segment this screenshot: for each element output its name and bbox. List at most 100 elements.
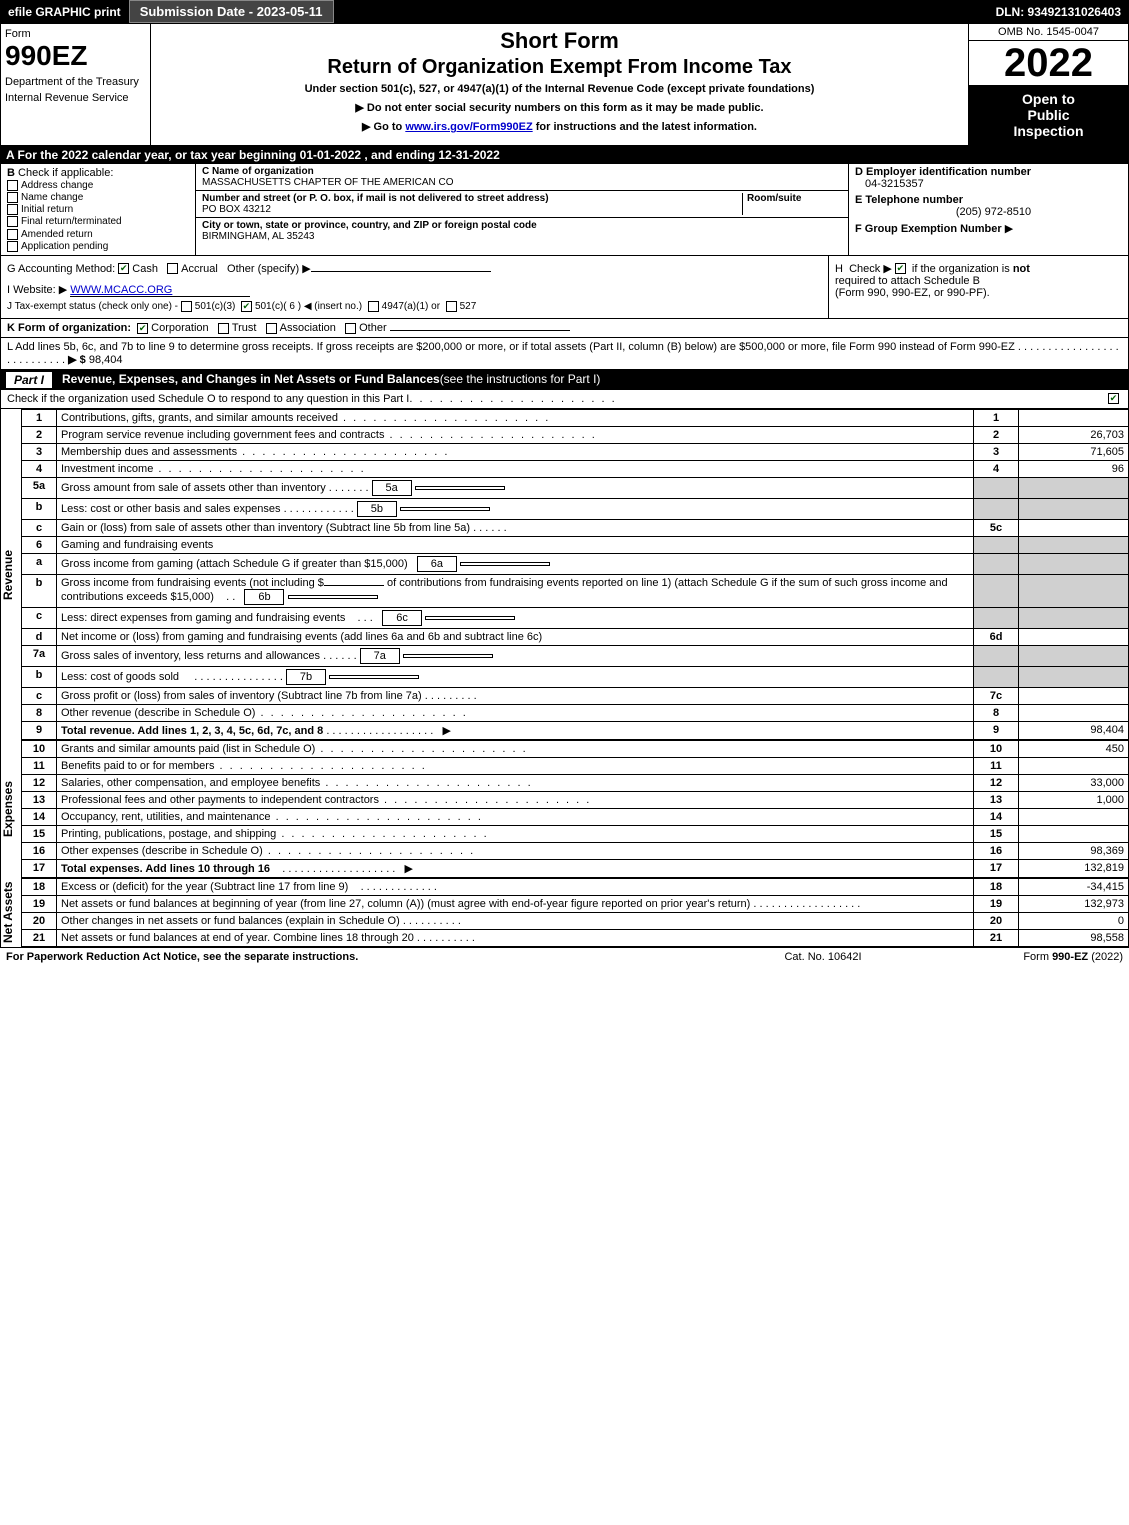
chk-application-pending-label: Application pending [21, 241, 108, 252]
l20-num: 20 [22, 912, 57, 929]
l2-num: 2 [22, 426, 57, 443]
l4-num: 4 [22, 460, 57, 477]
chk-cash[interactable] [118, 263, 129, 274]
l3-num: 3 [22, 443, 57, 460]
l8-desc: Other revenue (describe in Schedule O) [61, 707, 255, 719]
line-h-text3: required to attach Schedule B [835, 275, 1122, 287]
l5b-num: b [22, 498, 57, 519]
chk-other-org[interactable] [345, 323, 356, 334]
chk-other-label: Other (specify) ▶ [227, 263, 311, 275]
open-to-public: Open to Public Inspection [969, 85, 1128, 145]
l19-num: 19 [22, 895, 57, 912]
l18-desc: Excess or (deficit) for the year (Subtra… [61, 881, 348, 893]
l12-desc: Salaries, other compensation, and employ… [61, 777, 320, 789]
chk-address-change[interactable] [7, 180, 18, 191]
l19-desc: Net assets or fund balances at beginning… [61, 898, 750, 910]
line-k-label: K Form of organization: [7, 322, 131, 334]
netassets-label: Net Assets [1, 878, 21, 947]
l6b-num: b [22, 574, 57, 607]
title-short-form: Short Form [155, 28, 964, 54]
chk-trust-label: Trust [232, 322, 257, 334]
l6b-sub: 6b [244, 589, 284, 605]
l7b-desc: Less: cost of goods sold [61, 671, 179, 683]
dln: DLN: 93492131026403 [988, 2, 1129, 22]
chk-501c3[interactable] [181, 301, 192, 312]
chk-final-return-label: Final return/terminated [21, 217, 122, 228]
l5c-amt [1019, 519, 1129, 536]
l3-desc: Membership dues and assessments [61, 446, 237, 458]
l1-code: 1 [974, 409, 1019, 426]
line-l-arrow: ▶ $ [68, 354, 86, 366]
chk-association-label: Association [280, 322, 336, 334]
chk-amended-return-label: Amended return [21, 229, 93, 240]
chk-527-label: 527 [460, 301, 477, 312]
section-f-label: F Group Exemption Number [855, 223, 1002, 235]
website-link[interactable]: WWW.MCACC.ORG [70, 284, 172, 296]
l6d-amt [1019, 628, 1129, 645]
l6c-num: c [22, 607, 57, 628]
room-suite-label: Room/suite [747, 193, 842, 204]
l13-amt: 1,000 [1019, 791, 1129, 808]
line-i-label: I Website: ▶ [7, 284, 67, 296]
chk-accrual[interactable] [167, 263, 178, 274]
chk-corporation[interactable] [137, 323, 148, 334]
l3-amt: 71,605 [1019, 443, 1129, 460]
l10-desc: Grants and similar amounts paid (list in… [61, 743, 315, 755]
l6a-sub: 6a [417, 556, 457, 572]
l16-num: 16 [22, 842, 57, 859]
l5c-code: 5c [974, 519, 1019, 536]
l11-num: 11 [22, 757, 57, 774]
l20-desc: Other changes in net assets or fund bala… [61, 915, 400, 927]
l4-desc: Investment income [61, 463, 153, 475]
chk-527[interactable] [446, 301, 457, 312]
l15-amt [1019, 825, 1129, 842]
footer-form-bold: 990-EZ [1052, 951, 1088, 963]
section-c-name-label: C Name of organization [202, 166, 842, 177]
l5a-num: 5a [22, 477, 57, 498]
l19-amt: 132,973 [1019, 895, 1129, 912]
l5c-desc: Gain or (loss) from sale of assets other… [61, 522, 470, 534]
line-h-text4: (Form 990, 990-EZ, or 990-PF). [835, 287, 1122, 299]
instr-goto: ▶ Go to www.irs.gov/Form990EZ for instru… [155, 120, 964, 133]
part1-inst: (see the instructions for Part I) [440, 372, 601, 388]
l5a-sub: 5a [372, 480, 412, 496]
l17-amt: 132,819 [1019, 859, 1129, 877]
org-name: MASSACHUSETTS CHAPTER OF THE AMERICAN CO [202, 177, 842, 188]
chk-name-change[interactable] [7, 192, 18, 203]
line-h-text2: if the organization is [912, 263, 1010, 275]
l21-desc: Net assets or fund balances at end of ye… [61, 932, 414, 944]
open-line3: Inspection [973, 123, 1124, 139]
l18-num: 18 [22, 878, 57, 895]
chk-trust[interactable] [218, 323, 229, 334]
part1-label: Part I [6, 372, 52, 388]
l12-num: 12 [22, 774, 57, 791]
chk-final-return[interactable] [7, 216, 18, 227]
chk-h[interactable] [895, 263, 906, 274]
l18-amt: -34,415 [1019, 878, 1129, 895]
l20-amt: 0 [1019, 912, 1129, 929]
l6d-desc: Net income or (loss) from gaming and fun… [57, 628, 974, 645]
chk-part1-schedule-o[interactable] [1108, 393, 1119, 404]
l10-num: 10 [22, 740, 57, 757]
instr-ssn: ▶ Do not enter social security numbers o… [155, 101, 964, 114]
l7c-num: c [22, 687, 57, 704]
l16-code: 16 [974, 842, 1019, 859]
l14-amt [1019, 808, 1129, 825]
l2-amt: 26,703 [1019, 426, 1129, 443]
chk-501c[interactable] [241, 301, 252, 312]
chk-4947[interactable] [368, 301, 379, 312]
l1-amt [1019, 409, 1129, 426]
section-d-label: D Employer identification number [855, 166, 1122, 178]
l8-amt [1019, 704, 1129, 721]
l6a-desc: Gross income from gaming (attach Schedul… [61, 558, 408, 570]
l13-num: 13 [22, 791, 57, 808]
l5c-num: c [22, 519, 57, 536]
chk-amended-return[interactable] [7, 229, 18, 240]
chk-association[interactable] [266, 323, 277, 334]
l17-desc: Total expenses. Add lines 10 through 16 [61, 863, 270, 875]
chk-initial-return[interactable] [7, 204, 18, 215]
irs-link[interactable]: www.irs.gov/Form990EZ [405, 121, 532, 133]
l11-code: 11 [974, 757, 1019, 774]
line-j-note: (check only one) - [99, 301, 178, 312]
chk-application-pending[interactable] [7, 241, 18, 252]
